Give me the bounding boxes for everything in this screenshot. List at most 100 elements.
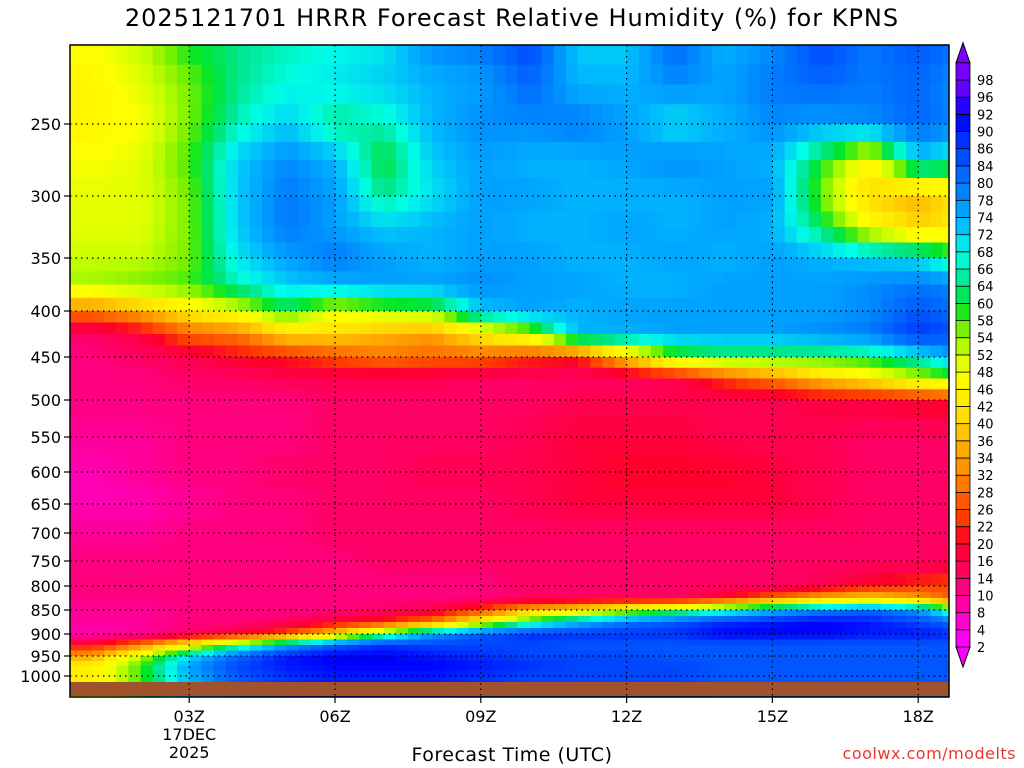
heatmap-cell [420, 334, 433, 347]
heatmap-cell [298, 64, 312, 86]
heatmap-cell [675, 598, 688, 605]
heatmap-cell [322, 610, 336, 617]
heatmap-cell [432, 311, 445, 324]
heatmap-cell [286, 389, 300, 401]
heatmap-cell [395, 242, 409, 259]
heatmap-cell [699, 650, 713, 657]
heatmap-cell [262, 634, 275, 641]
heatmap-cell [237, 258, 251, 272]
heatmap-cell [395, 561, 409, 575]
heatmap-cell [578, 418, 591, 438]
heatmap-cell [675, 284, 688, 299]
gridlines [70, 45, 949, 697]
heatmap-cell [225, 518, 239, 534]
heatmap-cell [529, 258, 543, 272]
heatmap-cell [578, 178, 591, 197]
heatmap-cell [760, 211, 773, 228]
heatmap-cell [104, 367, 117, 380]
heatmap-cell [420, 160, 433, 179]
heatmap-cell [553, 666, 567, 672]
heatmap-cell [407, 610, 421, 617]
heatmap-cell [250, 639, 263, 646]
heatmap-cell [225, 84, 239, 105]
heatmap-cell [699, 518, 713, 534]
heatmap-cell [748, 656, 761, 662]
heatmap-cell [407, 322, 421, 335]
heatmap-cell [189, 586, 202, 593]
heatmap-cell [529, 504, 543, 520]
heatmap-cell [237, 211, 251, 228]
heatmap-cell [152, 258, 166, 272]
heatmap-cell [70, 561, 81, 575]
heatmap-cell [335, 345, 348, 358]
heatmap-cell [79, 334, 93, 347]
heatmap-cell [335, 472, 348, 489]
heatmap-cell [602, 142, 616, 161]
heatmap-cell [906, 160, 919, 179]
heatmap-cell [322, 604, 336, 611]
source-watermark[interactable]: coolwx.com/modelts [842, 744, 1016, 763]
heatmap-cell [407, 650, 421, 657]
heatmap-cell [845, 616, 858, 623]
heatmap-cell [395, 656, 409, 662]
heatmap-cell [650, 367, 664, 380]
heatmap-cell [79, 345, 93, 358]
heatmap-cell [79, 592, 93, 599]
heatmap-cell [857, 616, 871, 623]
heatmap-cell [942, 656, 949, 662]
heatmap-cell [201, 367, 215, 380]
heatmap-cell [529, 389, 543, 401]
heatmap-cell [517, 418, 531, 438]
heatmap-cell [189, 604, 202, 611]
heatmap-cell [286, 84, 300, 105]
heatmap-cell [942, 389, 949, 401]
heatmap-cell [432, 645, 445, 652]
heatmap-cell [663, 666, 676, 672]
heatmap-cell [468, 561, 482, 575]
heatmap-cell [893, 656, 907, 662]
heatmap-cell [650, 671, 664, 677]
heatmap-cell [225, 160, 239, 179]
heatmap-cell [104, 634, 117, 641]
heatmap-cell [711, 160, 725, 179]
heatmap-cell [517, 573, 531, 587]
heatmap-cell [371, 64, 385, 86]
heatmap-cell [553, 634, 567, 641]
heatmap-cell [578, 227, 591, 244]
heatmap-cell [784, 592, 798, 599]
heatmap-cell [699, 242, 713, 259]
heatmap-cell [699, 142, 713, 161]
heatmap-cell [723, 610, 737, 617]
heatmap-cell [140, 437, 154, 456]
heatmap-cell [322, 547, 336, 562]
heatmap-cell [517, 367, 531, 380]
heatmap-cell [468, 45, 482, 66]
heatmap-cell [456, 604, 470, 611]
heatmap-cell [456, 45, 470, 66]
heatmap-cell [237, 561, 251, 575]
heatmap-cell [930, 661, 944, 667]
heatmap-cell [213, 561, 227, 575]
heatmap-cell [650, 437, 664, 456]
heatmap-cell [930, 389, 944, 401]
heatmap-cell [869, 671, 883, 677]
heatmap-cell [347, 258, 360, 272]
heatmap-cell [772, 656, 786, 662]
heatmap-cell [906, 367, 919, 380]
heatmap-cell [614, 586, 628, 593]
heatmap-cell [213, 454, 227, 473]
heatmap-cell [723, 656, 737, 662]
heatmap-cell [821, 271, 834, 286]
colorbar-label: 54 [977, 332, 994, 347]
heatmap-cell [177, 661, 190, 667]
heatmap-cell [638, 378, 652, 390]
heatmap-cell [140, 604, 154, 611]
heatmap-cell [335, 418, 348, 438]
heatmap-cell [517, 45, 531, 66]
heatmap-cell [140, 196, 154, 213]
heatmap-cell [723, 196, 737, 213]
heatmap-cell [614, 616, 628, 623]
heatmap-cell [505, 656, 518, 662]
heatmap-cell [930, 622, 944, 629]
heatmap-cell [70, 322, 81, 335]
